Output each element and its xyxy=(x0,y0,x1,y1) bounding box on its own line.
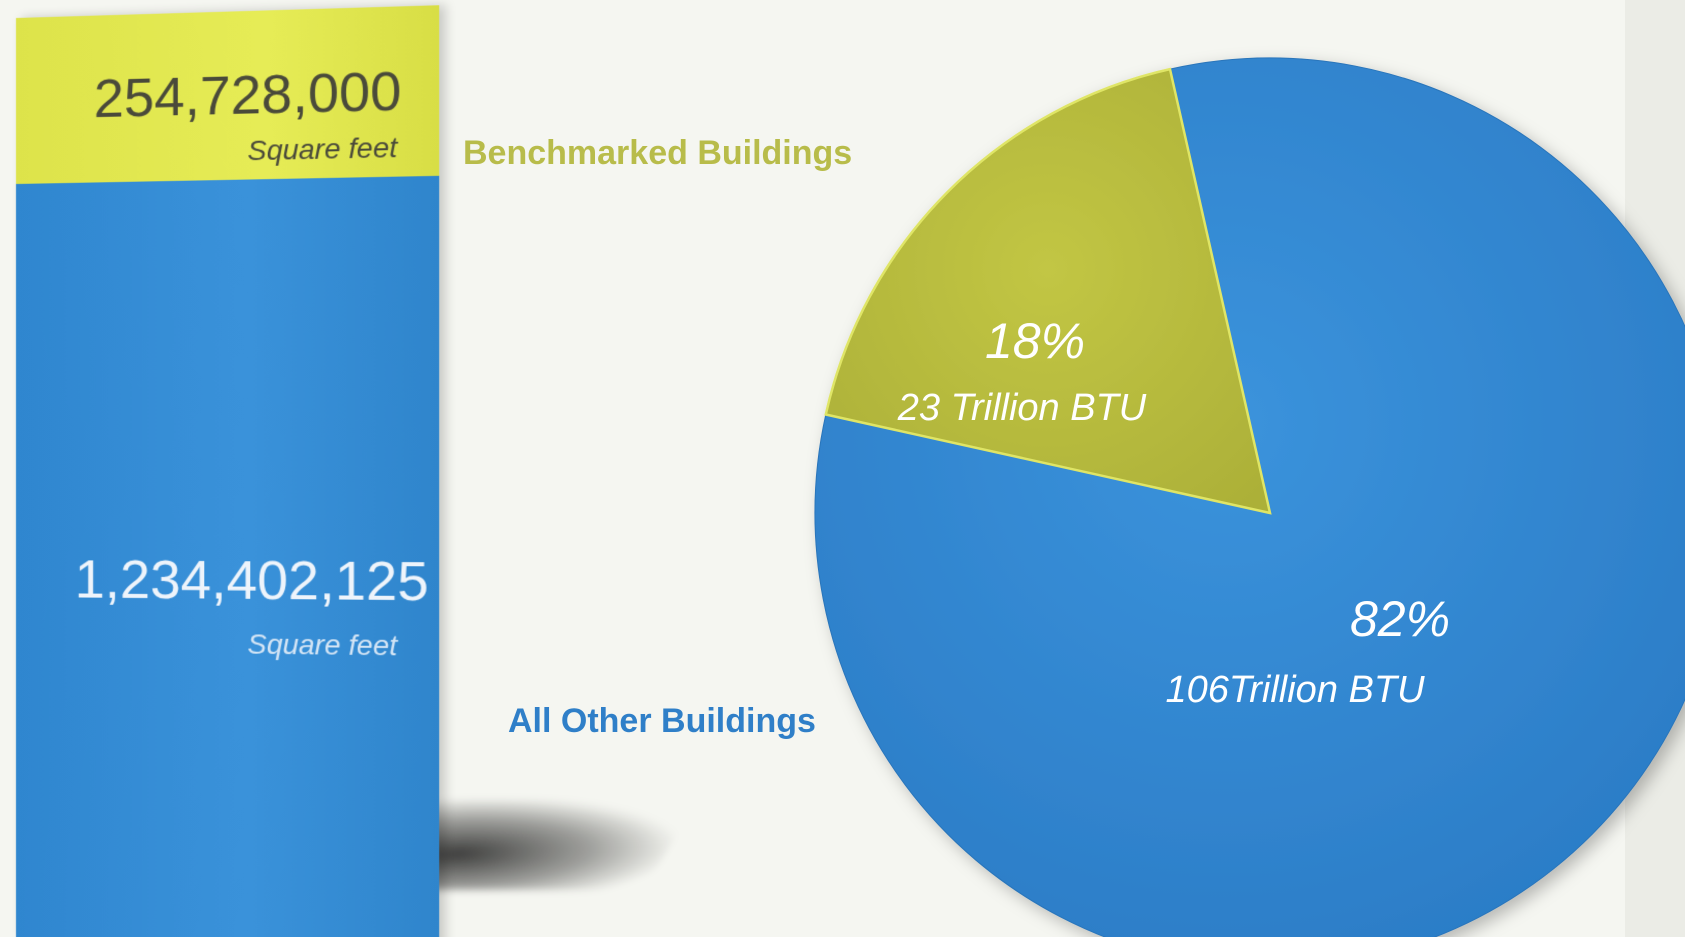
pie-energy-other: 106Trillion BTU xyxy=(1165,669,1425,711)
bar-value-benchmarked: 254,728,000 xyxy=(94,60,402,131)
pie-percent-benchmarked: 18% xyxy=(985,313,1085,369)
pie-slice-other xyxy=(815,58,1685,937)
bar-value-other: 1,234,402,125 xyxy=(75,548,429,613)
bar-unit-benchmarked: Square feet xyxy=(247,132,397,168)
stacked-bar: 254,728,000 Square feet 1,234,402,125 Sq… xyxy=(16,5,439,937)
category-label-benchmarked: Benchmarked Buildings xyxy=(463,134,852,173)
category-label-other: All Other Buildings xyxy=(508,702,816,741)
pie-slice-benchmarked xyxy=(826,69,1270,513)
bar-unit-other: Square feet xyxy=(247,628,397,662)
background-strip xyxy=(1625,0,1685,937)
pie-energy-benchmarked: 23 Trillion BTU xyxy=(897,387,1147,429)
pie-percent-other: 82% xyxy=(1350,591,1450,647)
